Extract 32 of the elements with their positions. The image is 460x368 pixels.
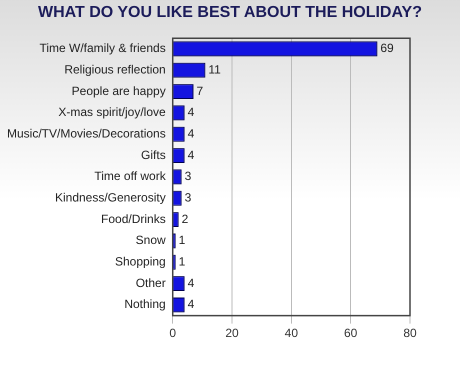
- data-label: 4: [188, 297, 195, 312]
- data-label: 1: [178, 254, 186, 269]
- y-tick-label: Religious reflection: [64, 62, 166, 77]
- y-tick-label: X-mas spirit/joy/love: [58, 105, 166, 120]
- x-tick-label: 60: [344, 326, 358, 340]
- y-tick-label: People are happy: [72, 84, 166, 98]
- y-tick-label: Snow: [136, 233, 166, 248]
- data-label: 69: [380, 41, 394, 56]
- y-tick-label: Shopping: [114, 254, 166, 269]
- y-tick-label: Time W/family & friends: [39, 41, 166, 56]
- data-label: 3: [184, 190, 192, 205]
- x-tick-label: 40: [284, 326, 298, 340]
- data-label: 4: [188, 105, 195, 120]
- data-label: 11: [208, 62, 222, 77]
- y-tick-label: Time off work: [94, 169, 167, 184]
- data-label: 4: [188, 276, 195, 290]
- data-label: 7: [196, 84, 204, 98]
- x-tick-label: 0: [169, 326, 176, 340]
- chart-title: WHAT DO YOU LIKE BEST ABOUT THE HOLIDAY?: [36, 4, 423, 22]
- y-tick-label: Music/TV/Movies/Decorations: [6, 126, 166, 141]
- x-tick-label: 20: [225, 326, 240, 340]
- y-tick-label: Kindness/Generosity: [54, 190, 166, 205]
- data-label: 2: [182, 212, 189, 226]
- y-tick-label: Nothing: [124, 297, 166, 312]
- data-label: 4: [188, 148, 195, 162]
- data-label: 3: [184, 169, 192, 184]
- data-label: 4: [188, 126, 195, 141]
- y-tick-label: Other: [136, 276, 166, 290]
- x-tick-label: 80: [403, 326, 417, 340]
- data-label: 1: [178, 233, 186, 248]
- y-tick-label: Food/Drinks: [101, 212, 166, 226]
- y-tick-label: Gifts: [141, 148, 166, 162]
